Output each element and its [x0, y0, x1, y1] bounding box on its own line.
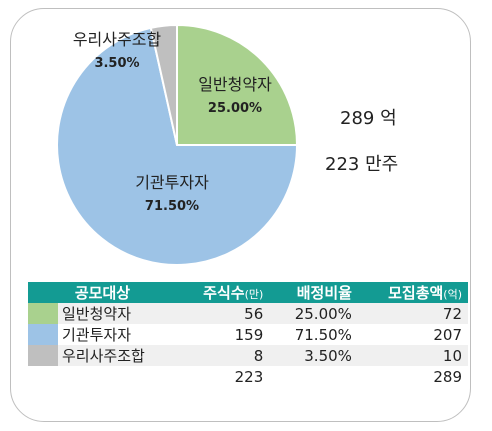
pie-label-value: 25.00% — [208, 101, 262, 116]
pie-slice-3 — [149, 23, 178, 146]
pie-label-name: 우리사주조합 — [73, 30, 162, 49]
pie-slice-1 — [176, 23, 299, 146]
pie-slice-2 — [56, 26, 299, 266]
row-ratio: 25.00% — [269, 303, 358, 324]
total-ratio — [269, 366, 358, 387]
row-shares: 8 — [176, 345, 270, 366]
total-amount: 289 — [433, 367, 462, 386]
total-row-spacer — [28, 366, 58, 387]
pie-label-value: 71.50% — [145, 199, 199, 214]
header-amount-label: 모집총액 — [388, 284, 444, 302]
row-color-swatch — [28, 345, 58, 366]
header-amount-unit: (억) — [443, 288, 462, 301]
total-shares: 223 — [234, 367, 264, 386]
row-color-swatch — [28, 303, 58, 324]
pie-label-name: 일반청약자 — [198, 75, 272, 94]
table-row: 우리사주조합 8 3.50% 10 — [28, 345, 468, 366]
header-amount: 모집총액(억) — [357, 282, 468, 303]
row-color-swatch — [28, 324, 58, 345]
row-shares: 159 — [234, 325, 264, 344]
header-shares-unit: (만) — [244, 288, 264, 301]
row-ratio: 71.50% — [294, 325, 352, 344]
table-row: 기관투자자 159 71.50% 207 — [28, 324, 468, 345]
header-ratio: 배정비율 — [269, 282, 358, 303]
row-amount: 10 — [357, 345, 468, 366]
allocation-table: 공모대상 주식수(만) 배정비율 모집총액(억) 일반청약자 56 25.00%… — [28, 282, 468, 387]
total-shares-label: 223 만주 — [325, 154, 399, 175]
pie-label-name: 기관투자자 — [135, 173, 209, 192]
table-row: 일반청약자 56 25.00% 72 — [28, 303, 468, 324]
pie-chart: 일반청약자 25.00% 기관투자자 71.50% 우리사주조합 3.50% — [56, 23, 299, 266]
row-name: 일반청약자 — [58, 303, 177, 324]
row-shares: 56 — [176, 303, 270, 324]
pie-label-value: 3.50% — [94, 56, 139, 71]
row-ratio: 3.50% — [269, 345, 358, 366]
row-amount: 207 — [433, 325, 462, 344]
header-category: 공모대상 — [28, 282, 177, 303]
total-row-name — [58, 366, 177, 387]
row-name: 기관투자자 — [62, 326, 132, 344]
table-header-row: 공모대상 주식수(만) 배정비율 모집총액(억) — [28, 282, 468, 303]
row-amount: 72 — [357, 303, 468, 324]
table-total-row: 223 289 — [28, 366, 468, 387]
row-name: 우리사주조합 — [58, 345, 177, 366]
total-amount-label: 289 억 — [340, 108, 397, 129]
header-shares-label: 주식수 — [203, 284, 245, 302]
header-shares: 주식수(만) — [176, 282, 270, 303]
